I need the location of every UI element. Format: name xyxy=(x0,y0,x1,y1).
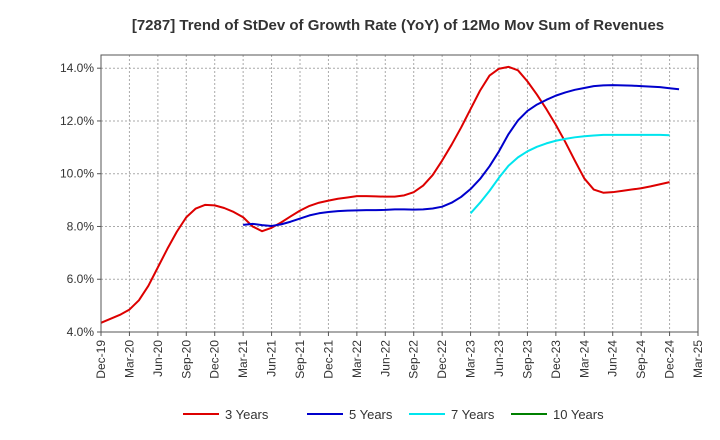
x-tick-label: Sep-20 xyxy=(179,340,193,379)
x-tick-label: Sep-22 xyxy=(407,340,421,379)
plot-frame xyxy=(100,54,699,333)
legend-label-5-years: 5 Years xyxy=(349,407,393,422)
x-tick-label: Sep-24 xyxy=(634,340,648,379)
x-tick-label: Sep-23 xyxy=(520,340,534,379)
x-tick-label: Jun-22 xyxy=(378,340,392,377)
x-tick-label: Dec-21 xyxy=(321,340,335,379)
y-axis: 4.0% 6.0% 8.0% 10.0% 12.0% 14.0% xyxy=(60,61,101,339)
series-line-7-years xyxy=(469,133,670,214)
series-layer xyxy=(100,65,680,324)
grid xyxy=(101,55,698,333)
x-tick-label: Mar-22 xyxy=(350,340,364,378)
y-tick-label: 10.0% xyxy=(60,167,94,181)
x-tick-label: Mar-23 xyxy=(464,340,478,378)
y-tick-label: 6.0% xyxy=(67,272,95,286)
x-tick-label: Mar-21 xyxy=(236,340,250,378)
x-tick-label: Jun-20 xyxy=(151,340,165,377)
y-tick-label: 4.0% xyxy=(67,325,95,339)
chart-title: [7287] Trend of StDev of Growth Rate (Yo… xyxy=(132,17,664,34)
legend-label-3-years: 3 Years xyxy=(225,407,269,422)
x-tick-label: Dec-20 xyxy=(208,340,222,379)
x-tick-label: Sep-21 xyxy=(293,340,307,379)
x-tick-label: Jun-21 xyxy=(265,340,279,377)
series-line-5-years xyxy=(243,84,680,227)
x-tick-label: Jun-24 xyxy=(606,340,620,377)
y-tick-label: 8.0% xyxy=(67,219,95,233)
x-tick-label: Mar-24 xyxy=(577,340,591,378)
x-axis: Dec-19 Mar-20 Jun-20 Sep-20 Dec-20 Mar-21 Jun-… xyxy=(94,332,705,379)
legend-label-7-years: 7 Years xyxy=(451,407,495,422)
x-tick-label: Mar-25 xyxy=(691,340,705,378)
x-tick-label: Dec-19 xyxy=(94,340,108,379)
x-tick-label: Dec-22 xyxy=(435,340,449,379)
x-tick-label: Dec-24 xyxy=(663,340,677,379)
y-tick-label: 12.0% xyxy=(60,114,94,128)
series-line-3-years xyxy=(100,65,670,324)
legend: 3 Years 5 Years 7 Years 10 Years xyxy=(183,407,604,422)
x-tick-label: Dec-23 xyxy=(549,340,563,379)
x-tick-label: Jun-23 xyxy=(492,340,506,377)
legend-label-10-years: 10 Years xyxy=(553,407,604,422)
x-tick-label: Mar-20 xyxy=(122,340,136,378)
y-tick-label: 14.0% xyxy=(60,61,94,75)
